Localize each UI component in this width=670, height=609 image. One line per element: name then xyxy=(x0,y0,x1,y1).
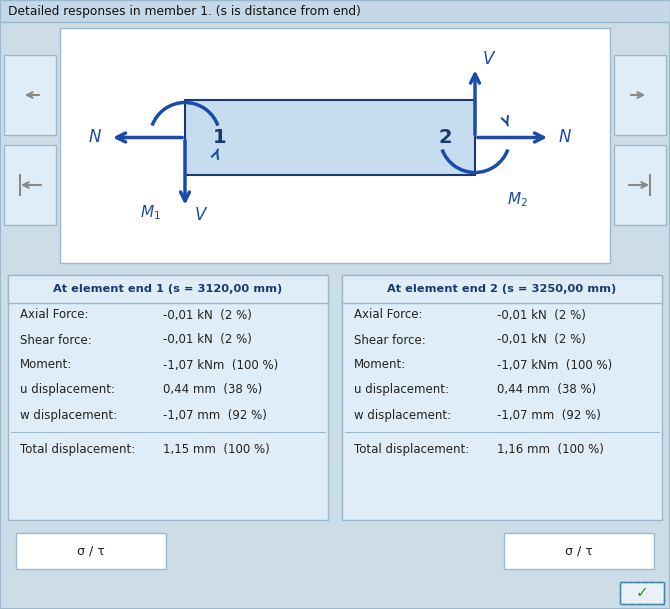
Text: ✓: ✓ xyxy=(636,585,649,600)
Text: 1,16 mm  (100 %): 1,16 mm (100 %) xyxy=(497,443,604,457)
Bar xyxy=(60,28,610,263)
Text: σ / τ: σ / τ xyxy=(565,544,593,557)
Text: $N$: $N$ xyxy=(558,128,572,147)
Text: Shear force:: Shear force: xyxy=(20,334,92,347)
Bar xyxy=(185,100,475,175)
Bar xyxy=(0,0,670,22)
Text: At element end 1 (s = 3120,00 mm): At element end 1 (s = 3120,00 mm) xyxy=(54,284,283,294)
Text: 1: 1 xyxy=(213,128,227,147)
Text: Moment:: Moment: xyxy=(354,359,406,371)
Text: 0,44 mm  (38 %): 0,44 mm (38 %) xyxy=(497,384,596,396)
Text: σ / τ: σ / τ xyxy=(77,544,105,557)
Text: -0,01 kN  (2 %): -0,01 kN (2 %) xyxy=(163,309,252,322)
Text: -0,01 kN  (2 %): -0,01 kN (2 %) xyxy=(497,309,586,322)
Text: -1,07 mm  (92 %): -1,07 mm (92 %) xyxy=(497,409,601,421)
Text: $V$: $V$ xyxy=(482,51,496,68)
Bar xyxy=(620,582,664,604)
Text: Shear force:: Shear force: xyxy=(354,334,425,347)
Bar xyxy=(614,145,666,225)
Bar xyxy=(342,275,662,520)
Bar xyxy=(8,275,328,520)
Text: Moment:: Moment: xyxy=(20,359,72,371)
Text: -1,07 mm  (92 %): -1,07 mm (92 %) xyxy=(163,409,267,421)
Text: u displacement:: u displacement: xyxy=(354,384,449,396)
Text: -0,01 kN  (2 %): -0,01 kN (2 %) xyxy=(497,334,586,347)
Text: $V$: $V$ xyxy=(194,206,208,225)
Bar xyxy=(620,582,664,604)
Bar xyxy=(504,533,654,569)
Text: -1,07 kNm  (100 %): -1,07 kNm (100 %) xyxy=(163,359,278,371)
Text: Axial Force:: Axial Force: xyxy=(354,309,423,322)
Text: w displacement:: w displacement: xyxy=(20,409,117,421)
Text: $M_1$: $M_1$ xyxy=(139,203,160,222)
Bar xyxy=(4,55,56,135)
Text: $N$: $N$ xyxy=(88,128,102,147)
Text: Total displacement:: Total displacement: xyxy=(20,443,135,457)
Text: w displacement:: w displacement: xyxy=(354,409,451,421)
Text: Detailed responses in member 1. (s is distance from end): Detailed responses in member 1. (s is di… xyxy=(8,4,361,18)
Bar xyxy=(342,275,662,303)
Text: Axial Force:: Axial Force: xyxy=(20,309,88,322)
Text: -1,07 kNm  (100 %): -1,07 kNm (100 %) xyxy=(497,359,612,371)
Text: At element end 2 (s = 3250,00 mm): At element end 2 (s = 3250,00 mm) xyxy=(387,284,616,294)
Text: Total displacement:: Total displacement: xyxy=(354,443,469,457)
Bar xyxy=(614,55,666,135)
Text: -0,01 kN  (2 %): -0,01 kN (2 %) xyxy=(163,334,252,347)
Text: 1,15 mm  (100 %): 1,15 mm (100 %) xyxy=(163,443,270,457)
Text: 0,44 mm  (38 %): 0,44 mm (38 %) xyxy=(163,384,262,396)
Bar xyxy=(16,533,166,569)
Text: 2: 2 xyxy=(438,128,452,147)
Text: u displacement:: u displacement: xyxy=(20,384,115,396)
Bar xyxy=(4,145,56,225)
Bar xyxy=(8,275,328,303)
Text: $M_2$: $M_2$ xyxy=(507,190,527,209)
